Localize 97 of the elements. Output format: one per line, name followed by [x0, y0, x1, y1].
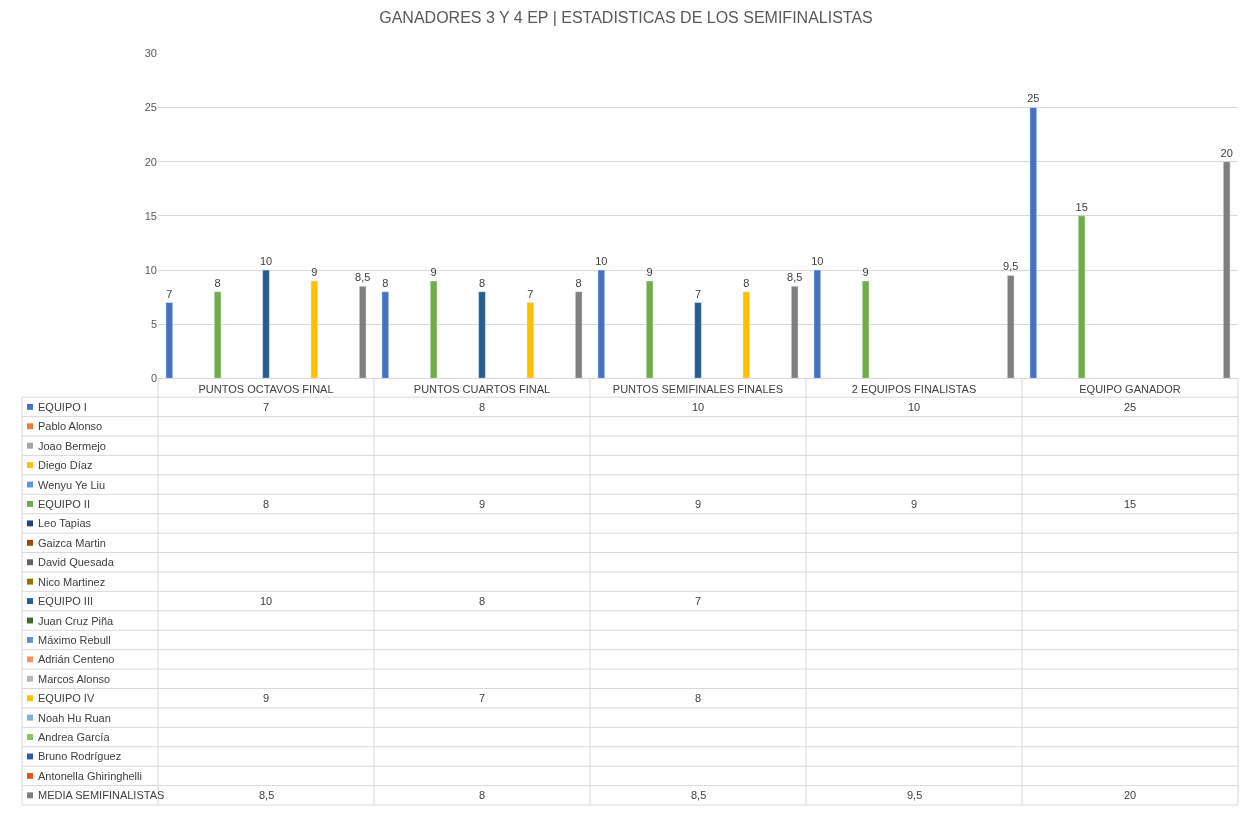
bar — [359, 286, 367, 379]
bar — [381, 291, 389, 379]
legend-label: EQUIPO I — [38, 401, 87, 413]
legend-label: David Quesada — [38, 556, 115, 568]
text: 8 — [382, 276, 389, 289]
data-label: 8 — [479, 401, 486, 413]
legend-label: Joao Bermejo — [38, 440, 106, 452]
data-label: 8 — [479, 595, 486, 607]
bar — [646, 280, 654, 379]
legend-label: Noah Hu Ruan — [38, 712, 111, 724]
legend-label: EQUIPO IV — [38, 692, 95, 704]
text: 8 — [478, 276, 486, 289]
data-label: 15 — [1124, 498, 1137, 510]
y-tick-label: 30 — [144, 47, 157, 60]
text: 9 — [311, 265, 318, 278]
data-label: 8 — [479, 789, 486, 801]
x-tick-label: 2 EQUIPOS FINALISTAS — [851, 382, 977, 395]
data-label: 7 — [263, 401, 270, 413]
data-label: 8 — [695, 692, 702, 704]
legend-label: Wenyu Ye Liu — [38, 479, 106, 491]
legend-label: EQUIPO II — [38, 498, 90, 510]
data-label: 7 — [479, 692, 486, 704]
data-label: 9 — [911, 498, 918, 510]
legend-label: Andrea García — [38, 731, 111, 743]
bar — [575, 291, 583, 379]
data-label: 8 — [263, 498, 270, 510]
text: 7 — [694, 287, 702, 300]
bar — [813, 269, 821, 379]
text: 7 — [166, 287, 173, 300]
text: 8 — [575, 276, 582, 289]
data-label: 9 — [479, 498, 486, 510]
bar — [478, 291, 486, 379]
text: 8,5 — [355, 271, 371, 284]
y-tick-label: 20 — [144, 155, 157, 168]
bar — [694, 302, 702, 379]
bar — [1078, 215, 1086, 379]
data-label: 9,5 — [907, 789, 923, 801]
text: 10 — [259, 255, 273, 268]
x-tick-label: PUNTOS OCTAVOS FINAL — [198, 382, 334, 395]
bar — [742, 291, 750, 379]
bar — [310, 280, 318, 379]
bar — [165, 302, 173, 379]
y-tick-label: 0 — [150, 372, 157, 385]
text: 20 — [1220, 146, 1233, 159]
y-tick-label: 10 — [144, 263, 157, 276]
legend-label: Pablo Alonso — [38, 420, 103, 432]
text: 9 — [862, 265, 869, 278]
x-tick-label: PUNTOS CUARTOS FINAL — [413, 382, 551, 395]
legend-label: Nico Martinez — [38, 576, 106, 588]
chart-title: GANADORES 3 Y 4 EP | ESTADISTICAS DE LOS SEMIFINALISTAS — [379, 9, 873, 27]
text: 8 — [743, 276, 750, 289]
bar — [862, 280, 870, 379]
legend-label: EQUIPO III — [38, 595, 94, 607]
bar — [1007, 275, 1015, 379]
data-label: 9 — [695, 498, 702, 510]
bar — [597, 269, 605, 379]
data-label: 7 — [695, 595, 702, 607]
data-label: 8,5 — [259, 789, 275, 801]
text: 9 — [646, 265, 653, 278]
data-label: 20 — [1124, 789, 1137, 801]
bar — [526, 302, 534, 379]
data-label: 9 — [263, 692, 270, 704]
data-label: 8,5 — [691, 789, 707, 801]
y-tick-label: 5 — [150, 318, 157, 331]
text: 10 — [595, 255, 608, 268]
data-label: 10 — [260, 595, 273, 607]
text: 7 — [527, 287, 534, 300]
legend-label: Antonella Ghiringhelli — [38, 770, 142, 782]
x-tick-label: EQUIPO GANADOR — [1079, 382, 1181, 395]
text: 8 — [214, 276, 221, 289]
y-tick-label: 25 — [144, 101, 157, 114]
y-tick-label: 15 — [144, 209, 157, 222]
data-label: 10 — [692, 401, 705, 413]
legend-label: Marcos Alonso — [38, 673, 111, 685]
legend-label: Bruno Rodríguez — [38, 750, 122, 762]
legend-label: MEDIA SEMIFINALISTAS — [38, 789, 165, 801]
legend-label: Diego Díaz — [38, 459, 93, 471]
bar — [1223, 161, 1231, 379]
bar — [214, 291, 222, 379]
legend-label: Leo Tapias — [38, 517, 92, 529]
legend-label: Máximo Rebull — [38, 634, 111, 646]
data-label: 10 — [908, 401, 921, 413]
text: 9,5 — [1003, 260, 1019, 273]
legend-label: Gaizca Martin — [38, 537, 106, 549]
text: 15 — [1075, 200, 1088, 213]
text: 25 — [1027, 92, 1040, 105]
legend-label: Adrián Centeno — [38, 653, 115, 665]
data-label: 25 — [1124, 401, 1137, 413]
bar — [791, 286, 799, 379]
bar — [430, 280, 438, 379]
x-tick-label: PUNTOS SEMIFINALES FINALES — [612, 382, 784, 395]
text: 8,5 — [787, 271, 803, 284]
bar — [1029, 107, 1037, 379]
text: 10 — [811, 255, 824, 268]
legend-label: Juan Cruz Piña — [38, 615, 115, 627]
text: 9 — [430, 265, 437, 278]
bar — [262, 269, 270, 379]
